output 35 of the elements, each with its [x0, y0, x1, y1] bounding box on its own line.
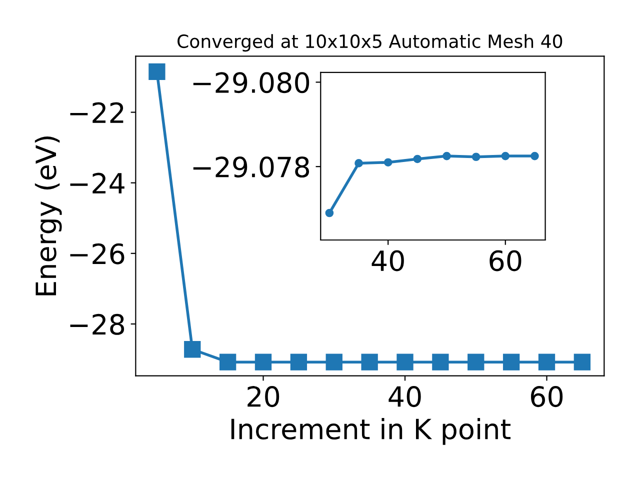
chart-title: Converged at 10x10x5 Automatic Mesh 40 — [178, 34, 562, 52]
point — [538, 354, 556, 370]
point — [502, 354, 520, 370]
y-tick-label: −29.078 — [193, 156, 310, 178]
x-tick-label: 40 — [372, 250, 404, 272]
x-tick-label: 40 — [388, 386, 421, 408]
point — [354, 159, 363, 168]
point — [361, 354, 378, 370]
point — [413, 154, 422, 164]
point — [184, 341, 201, 358]
point — [290, 354, 308, 370]
point — [442, 152, 451, 160]
point — [325, 208, 334, 218]
point — [326, 354, 342, 370]
point — [148, 63, 166, 80]
x-tick-label: 60 — [531, 386, 563, 408]
y-axis-title: Energy (eV) — [34, 136, 62, 296]
y-tick-label: −26 — [70, 243, 124, 264]
x-tick-label: 60 — [490, 250, 522, 272]
x-tick-label: 20 — [248, 386, 280, 408]
y-tick-label: −28 — [70, 314, 124, 335]
point — [384, 158, 392, 167]
point — [396, 354, 414, 370]
point — [472, 152, 480, 162]
y-tick-label: −22 — [70, 102, 124, 123]
point — [574, 354, 591, 370]
point — [530, 152, 539, 160]
point — [468, 354, 484, 370]
y-tick-label: −29.080 — [193, 72, 310, 94]
point — [432, 354, 449, 370]
y-tick-label: −24 — [70, 172, 124, 194]
point — [501, 152, 510, 160]
x-axis-title: Increment in K point — [231, 418, 510, 445]
point — [219, 354, 236, 370]
point — [254, 354, 272, 370]
